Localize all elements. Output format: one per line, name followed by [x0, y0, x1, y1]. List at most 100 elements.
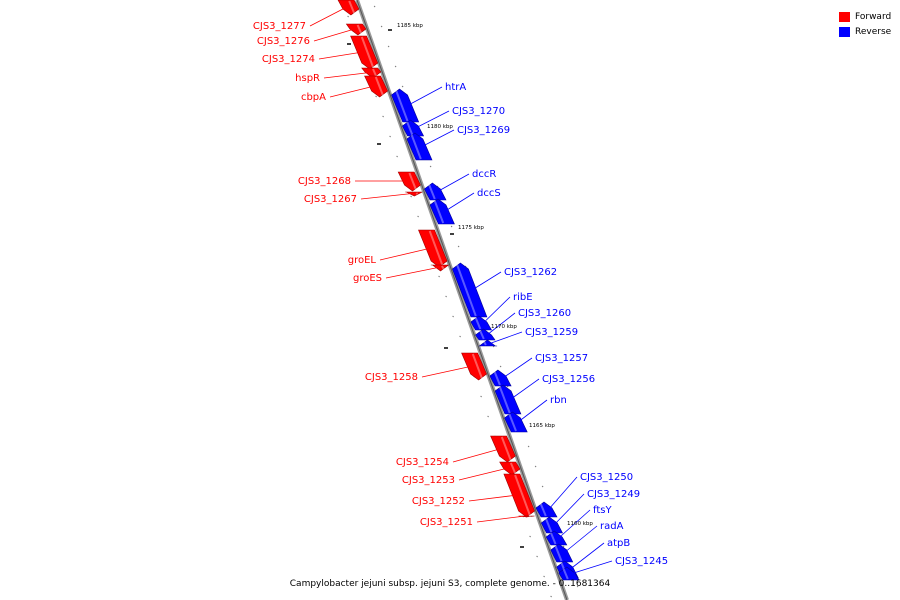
genome-backbone-core — [356, 0, 568, 600]
gene-leader — [501, 357, 533, 379]
gene-groES: groES — [353, 264, 450, 284]
gene-CJS3_1270: CJS3_1270 — [402, 106, 505, 137]
gene-arrow — [461, 352, 487, 381]
minor-tick — [401, 85, 404, 88]
gene-label: cbpA — [301, 92, 326, 103]
gene-arrow — [470, 315, 493, 331]
scale-mark-label: 1160 kbp — [567, 521, 593, 527]
gene-highlight — [545, 518, 553, 533]
gene-label: CJS3_1254 — [396, 457, 449, 468]
gene-label: dccR — [472, 169, 496, 180]
minor-tick — [347, 15, 349, 18]
gene-leader — [476, 515, 526, 523]
gene-arrow — [494, 384, 522, 415]
minor-tick — [417, 215, 419, 218]
gene-arrow — [540, 516, 563, 534]
gene-CJS3_1276: CJS3_1276 — [257, 23, 367, 47]
minor-tick — [382, 115, 384, 118]
gene-arrow — [503, 473, 535, 518]
gene-leader — [421, 365, 473, 378]
gene-highlight — [550, 532, 557, 545]
gene-label: CJS3_1259 — [525, 327, 578, 338]
gene-leader — [360, 193, 413, 200]
gene-label: CJS3_1252 — [412, 496, 465, 507]
gene-highlight — [410, 134, 422, 160]
gene-leader — [313, 28, 355, 42]
gene-arrow — [430, 264, 450, 272]
gene-label: CJS3_1257 — [535, 353, 588, 364]
gene-highlight — [395, 90, 409, 122]
gene-CJS3_1257: CJS3_1257 — [489, 353, 588, 387]
gene-arrow — [391, 88, 420, 123]
gene-CJS3_1259: CJS3_1259 — [478, 327, 578, 347]
gene-label: CJS3_1262 — [504, 267, 557, 278]
minor-tick — [534, 465, 537, 468]
gene-leader — [563, 525, 598, 554]
gene-arrow — [452, 262, 488, 318]
gene-arrow — [418, 229, 448, 268]
gene-leader — [406, 86, 443, 107]
gene-CJS3_1254: CJS3_1254 — [396, 435, 516, 468]
scale-mark-label: 1185 kbp — [397, 23, 423, 29]
gene-radA: radA — [550, 521, 624, 563]
gene-CJS3_1251: CJS3_1251 — [420, 515, 535, 528]
gene-features: CJS3_1277 CJS3_1276 CJS3_1274 hspR cbpA htrA C… — [253, 0, 668, 581]
gene-leader — [489, 331, 523, 344]
minor-tick — [394, 65, 397, 68]
gene-leader — [468, 494, 518, 502]
minor-tick — [543, 575, 545, 578]
gene-arrow — [406, 132, 433, 161]
gene-ftsY: ftsY — [545, 505, 612, 546]
scale-labels: 1185 kbp 1180 kbp 1175 kbp 1170 kbp 1165 kbp… — [397, 23, 593, 527]
scale-mark-label: 1170 kbp — [491, 324, 517, 330]
scale-mark-label: 1180 kbp — [427, 124, 453, 130]
minor-tick — [480, 395, 482, 398]
gene-rbn: rbn — [504, 395, 567, 433]
gene-CJS3_1277: CJS3_1277 — [253, 0, 360, 32]
gene-highlight — [415, 192, 419, 195]
gene-highlight — [474, 317, 482, 330]
gene-highlight — [456, 264, 477, 317]
gene-ribE: ribE — [470, 292, 533, 331]
minor-tick — [541, 485, 544, 488]
gene-leader — [547, 476, 578, 511]
gene-label: CJS3_1274 — [262, 54, 315, 65]
gene-CJS3_1252: CJS3_1252 — [412, 473, 535, 518]
minor-tick — [450, 225, 453, 228]
minor-tick — [457, 245, 460, 248]
minor-tick — [529, 535, 531, 538]
gene-htrA: htrA — [391, 82, 466, 123]
gene-CJS3_1253: CJS3_1253 — [402, 461, 521, 486]
gene-highlight — [509, 462, 517, 474]
minor-tick — [410, 195, 412, 198]
legend: Forward Reverse — [839, 9, 891, 39]
gene-hspR: hspR — [295, 67, 382, 84]
minor-tick — [389, 135, 391, 138]
gene-arrow — [475, 328, 496, 341]
scale-mark-label: 1165 kbp — [529, 423, 555, 429]
gene-leader — [486, 312, 516, 336]
gene-arrow — [504, 411, 528, 433]
minor-tick — [387, 45, 390, 48]
minor-tick — [527, 445, 530, 448]
gene-highlight — [374, 76, 384, 96]
gene-leader — [323, 72, 370, 79]
gene-label: ftsY — [593, 505, 612, 516]
gene-label: CJS3_1260 — [518, 308, 571, 319]
gene-highlight — [508, 413, 517, 432]
gene-leader — [318, 51, 363, 60]
gene-highlight — [562, 568, 569, 580]
gene-highlight — [372, 68, 378, 77]
gene-leader — [557, 509, 591, 539]
gene-arrow — [429, 198, 455, 225]
gene-label: CJS3_1267 — [304, 194, 357, 205]
gene-leader — [482, 296, 511, 324]
minor-tick — [536, 555, 538, 558]
gene-highlight — [433, 200, 445, 224]
gene-highlight — [554, 545, 563, 562]
minor-tick — [499, 365, 502, 368]
gene-label: CJS3_1253 — [402, 475, 455, 486]
gene-highlight — [360, 36, 374, 68]
gene-highlight — [348, 0, 356, 14]
gene-label: CJS3_1276 — [257, 36, 310, 47]
